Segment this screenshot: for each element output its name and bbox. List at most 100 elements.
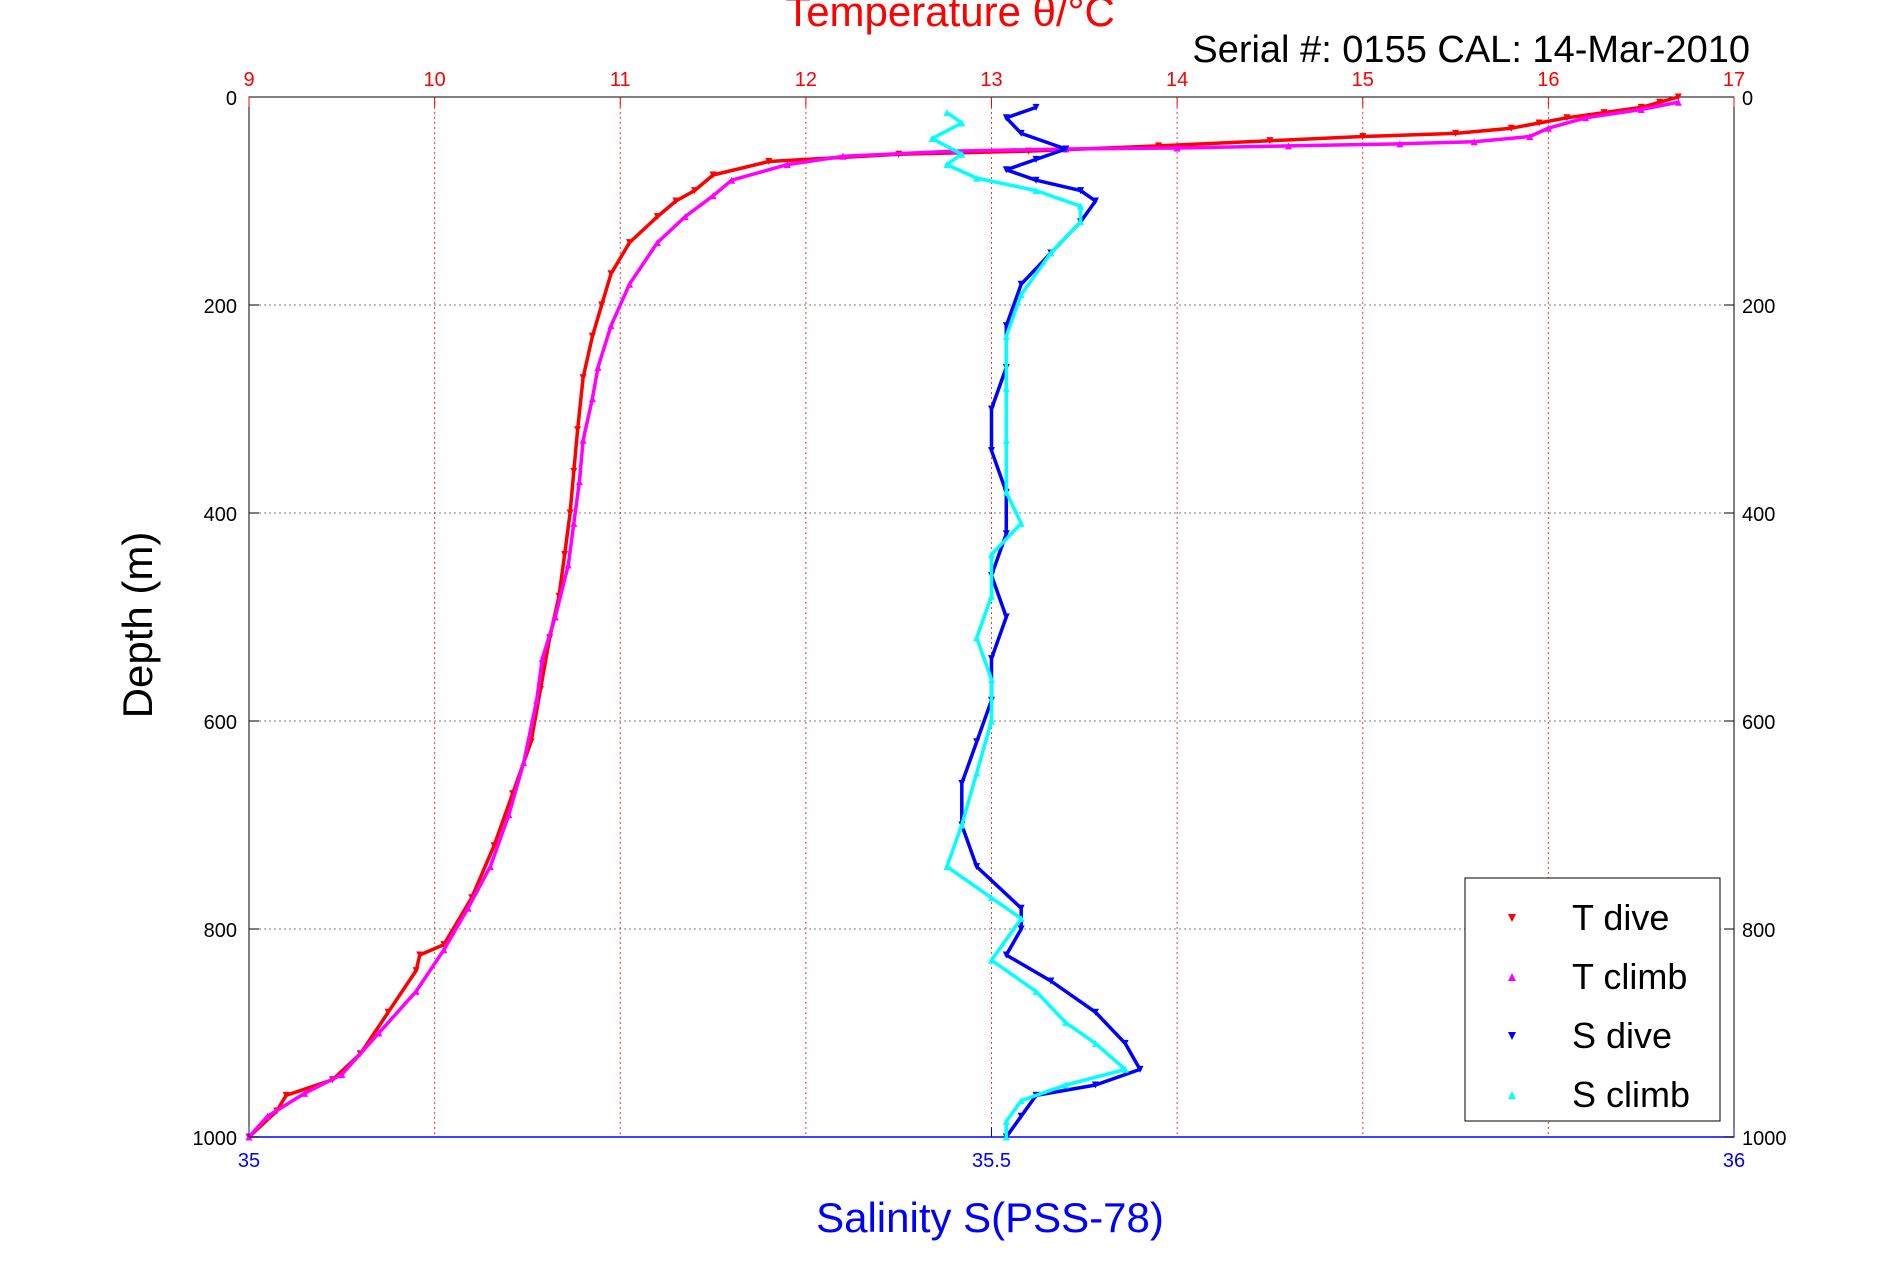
data-point: [533, 696, 541, 704]
data-point: [1091, 1039, 1099, 1047]
data-point: [1173, 144, 1181, 152]
data-point: [728, 176, 736, 184]
legend-box: [1464, 877, 1721, 1122]
chart-title: Temperature θ/°C: [785, 0, 1115, 35]
data-point: [1674, 98, 1682, 106]
legend-marker: [1508, 1091, 1516, 1099]
y-tick-label-right: 1000: [1742, 1128, 1787, 1150]
data-point: [1062, 145, 1070, 153]
x-top-tick-label: 15: [1352, 69, 1374, 91]
data-point: [1091, 1081, 1099, 1089]
data-point: [607, 322, 615, 330]
data-point: [538, 655, 546, 663]
data-point: [1002, 488, 1010, 496]
data-point: [1077, 187, 1085, 195]
data-point: [973, 769, 981, 777]
data-point: [416, 951, 424, 959]
data-point: [588, 332, 596, 340]
data-point: [1266, 137, 1274, 145]
data-point: [375, 1029, 383, 1037]
data-point: [440, 946, 448, 954]
x-axis-label-salinity: Salinity S(PSS-78): [816, 1194, 1164, 1241]
data-point: [282, 1091, 290, 1099]
data-point: [958, 779, 966, 787]
data-point: [570, 467, 578, 475]
data-point: [958, 821, 966, 829]
data-point: [1002, 114, 1010, 122]
data-point: [1002, 384, 1010, 392]
data-point: [839, 152, 847, 160]
data-point: [626, 239, 634, 247]
data-point: [1452, 129, 1460, 137]
data-point: [1017, 904, 1025, 912]
data-point: [943, 109, 951, 117]
data-point: [988, 655, 995, 663]
data-point: [1674, 93, 1682, 101]
data-point: [566, 509, 574, 517]
data-point: [958, 119, 966, 127]
data-point: [973, 863, 981, 871]
data-point: [1032, 155, 1040, 163]
x-top-tick-label: 16: [1537, 69, 1559, 91]
legend-label: S climb: [1572, 1074, 1690, 1115]
chart-subtitle: Serial #: 0155 CAL: 14-Mar-2010: [1192, 29, 1750, 71]
data-point: [1002, 613, 1010, 621]
data-point: [486, 863, 494, 871]
y-tick-label-right: 200: [1742, 296, 1775, 318]
data-point: [1077, 218, 1085, 226]
x-top-tick-label: 9: [243, 69, 254, 91]
data-point: [561, 551, 569, 559]
x-top-tick-label: 11: [610, 69, 631, 91]
x-bottom-tick-label: 36: [1723, 1150, 1745, 1172]
data-point: [1136, 1065, 1144, 1073]
data-point: [943, 161, 951, 169]
data-point: [626, 280, 634, 288]
legend-marker: [1508, 973, 1516, 981]
data-point: [440, 941, 448, 949]
data-point: [1032, 187, 1040, 195]
y-tick-label-right: 800: [1742, 920, 1775, 942]
data-point: [681, 213, 689, 221]
data-point: [943, 863, 951, 871]
data-point: [1017, 1112, 1025, 1120]
data-point: [1507, 124, 1515, 132]
data-point: [1032, 176, 1040, 184]
data-point: [575, 478, 583, 486]
data-point: [783, 161, 791, 169]
y-tick-label: 800: [204, 920, 237, 942]
data-point: [988, 405, 995, 413]
data-point: [973, 738, 981, 746]
data-point: [1637, 105, 1645, 113]
legend-items: T dive T climb S dive S climb: [1508, 897, 1690, 1115]
data-point: [1002, 530, 1010, 538]
series-layer: [245, 93, 1682, 1141]
data-point: [579, 374, 587, 382]
data-point: [1077, 202, 1085, 210]
data-point: [1544, 124, 1552, 132]
data-point: [1359, 133, 1367, 141]
data-point: [1535, 119, 1543, 127]
data-point: [384, 1008, 392, 1016]
data-point: [1032, 987, 1040, 995]
data-point: [988, 675, 995, 683]
y-tick-label-right: 400: [1742, 504, 1775, 526]
data-point: [709, 192, 717, 200]
data-point: [1396, 140, 1404, 148]
y-tick-label: 200: [204, 296, 237, 318]
data-point: [653, 213, 661, 221]
data-point: [1062, 1019, 1070, 1027]
data-point: [1017, 280, 1025, 288]
data-point: [691, 187, 698, 195]
data-point: [1017, 519, 1025, 527]
data-point: [973, 634, 981, 642]
data-point: [988, 551, 995, 559]
data-point: [988, 447, 995, 455]
y-tick-label-right: 600: [1742, 712, 1775, 734]
data-point: [505, 811, 513, 819]
data-point: [1002, 166, 1010, 174]
data-point: [958, 150, 966, 158]
legend-marker: [1508, 1032, 1516, 1040]
y-tick-label: 0: [226, 88, 237, 110]
data-point: [709, 171, 717, 179]
data-point: [1002, 951, 1010, 959]
